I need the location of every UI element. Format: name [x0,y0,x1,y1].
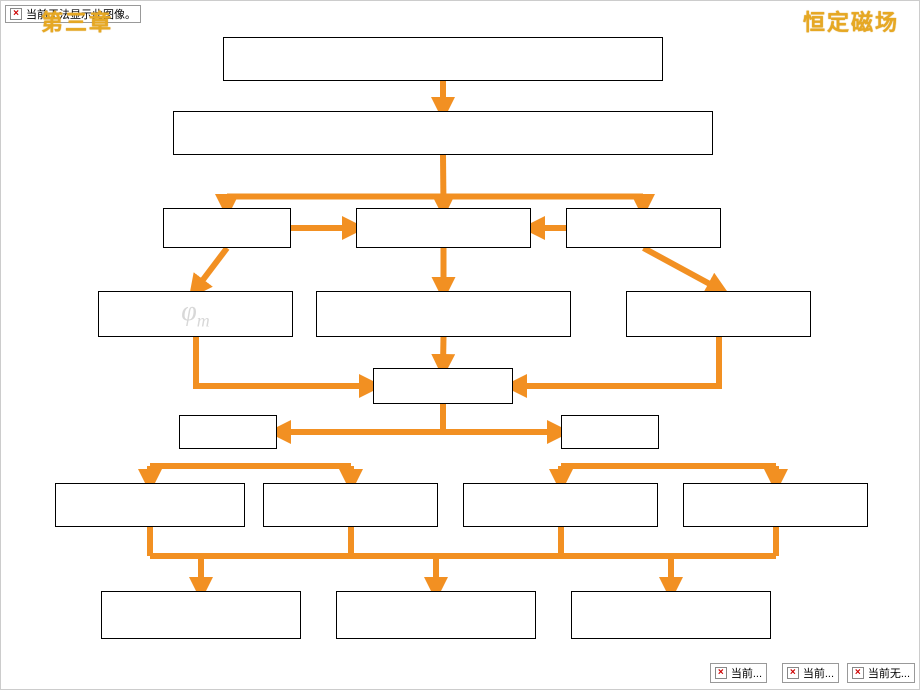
flowchart-node-n6a [179,415,277,449]
flowchart-node-n8c [571,591,771,639]
broken-image-icon: × [715,667,727,679]
flowchart-node-n6b [561,415,659,449]
flowchart-node-n3b [356,208,531,248]
flowchart-node-n8b [336,591,536,639]
thumbnail-label: 当前无... [868,665,910,681]
thumbnail-2[interactable]: × 当前... [782,663,839,683]
flowchart-node-n5 [373,368,513,404]
flowchart-node-n3a [163,208,291,248]
flowchart-canvas [1,1,920,691]
flowchart-node-n3c [566,208,721,248]
flowchart-node-n7d [683,483,868,527]
flowchart-node-n7a [55,483,245,527]
broken-image-icon: × [852,667,864,679]
flowchart-node-n4a: φm [98,291,293,337]
flowchart-node-n7b [263,483,438,527]
thumbnail-1[interactable]: × 当前... [710,663,767,683]
flowchart-node-n4b [316,291,571,337]
flowchart-node-n2 [173,111,713,155]
broken-image-icon: × [787,667,799,679]
thumbnail-3[interactable]: × 当前无... [847,663,915,683]
thumbnail-label: 当前... [731,665,762,681]
flowchart-node-n1 [223,37,663,81]
thumbnail-label: 当前... [803,665,834,681]
flowchart-node-n7c [463,483,658,527]
flowchart-node-n4c [626,291,811,337]
flowchart-node-n8a [101,591,301,639]
formula-phi-m: φm [181,296,210,332]
